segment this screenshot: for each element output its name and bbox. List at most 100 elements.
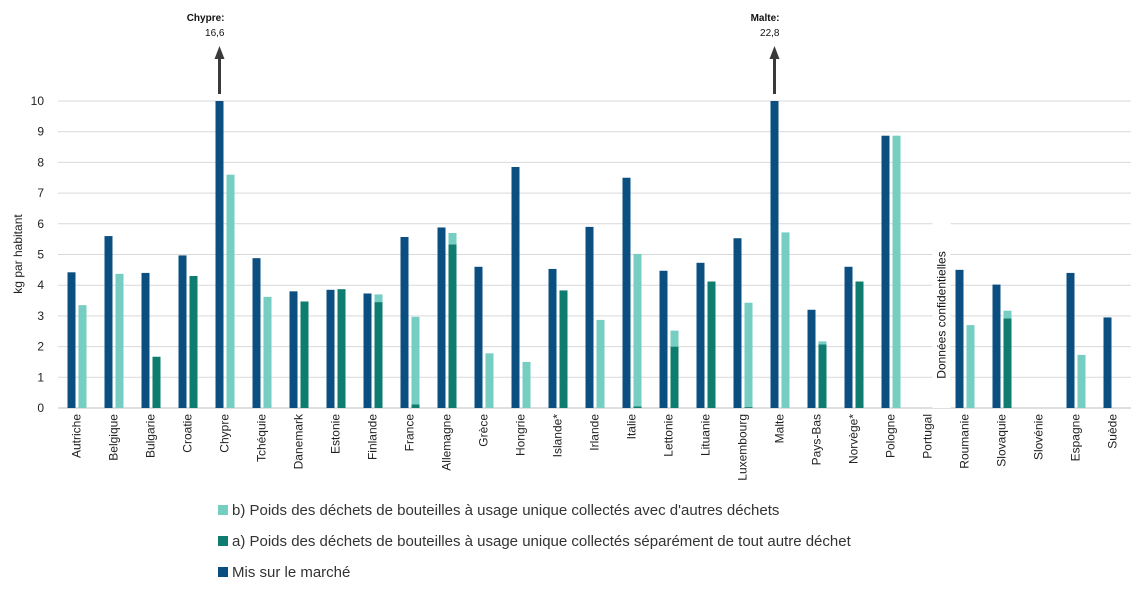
x-tick-label: Allemagne <box>440 414 454 471</box>
x-tick-label: Chypre <box>218 414 232 453</box>
bar-collecte-separement <box>633 406 642 408</box>
arrow-head <box>769 46 780 59</box>
bar-collecte-avec-autres <box>1077 354 1086 408</box>
bar-collecte-separement <box>374 302 383 408</box>
x-tick-label: Lituanie <box>699 414 713 456</box>
legend-swatch <box>218 536 228 546</box>
bar-collecte-separement <box>152 356 161 408</box>
bar-collecte-separement <box>855 281 864 408</box>
x-tick-label: Croatie <box>181 414 195 453</box>
bar-mis-sur-le-marche <box>511 167 520 408</box>
x-tick-label: Islande* <box>551 414 565 458</box>
annotation-value: 16,6 <box>205 28 225 39</box>
x-tick-label: Suède <box>1106 414 1120 449</box>
x-tick-label: Slovaquie <box>995 414 1009 467</box>
bar-mis-sur-le-marche <box>141 272 150 408</box>
x-tick-label: Italie <box>625 414 639 440</box>
bar-collecte-separement <box>300 301 309 408</box>
y-tick-label: 2 <box>37 340 44 354</box>
bar-mis-sur-le-marche <box>659 270 668 408</box>
bar-collecte-separement <box>559 290 568 408</box>
legend-swatch <box>218 567 228 577</box>
bar-mis-sur-le-marche <box>400 237 409 408</box>
bar-collecte-separement <box>337 289 346 408</box>
bar-collecte-avec-autres <box>744 302 753 408</box>
bar-collecte-avec-autres <box>966 325 975 408</box>
bar-collecte-separement <box>189 275 198 408</box>
bar-collecte-avec-autres <box>818 341 827 345</box>
x-tick-label: Slovénie <box>1032 414 1046 460</box>
y-tick-label: 5 <box>37 248 44 262</box>
x-tick-label: Malte <box>773 414 787 444</box>
bar-collecte-avec-autres <box>892 135 901 409</box>
x-tick-label: Grèce <box>477 414 491 447</box>
bar-collecte-avec-autres <box>263 296 272 408</box>
bar-mis-sur-le-marche <box>215 101 224 408</box>
annotation-value: 22,8 <box>760 28 780 39</box>
legend-label: Mis sur le marché <box>232 563 351 581</box>
y-axis-label: kg par habitant <box>11 214 25 294</box>
bar-collecte-avec-autres <box>485 353 494 408</box>
bar-collecte-avec-autres <box>115 273 124 408</box>
bar-collecte-separement <box>1003 318 1012 408</box>
confidential-note: Données confidentielles <box>935 251 949 378</box>
bar-mis-sur-le-marche <box>67 272 76 408</box>
bar-collecte-avec-autres <box>78 305 87 408</box>
bar-mis-sur-le-marche <box>622 177 631 408</box>
x-tick-label: Autriche <box>70 414 84 458</box>
bar-collecte-separement <box>818 344 827 408</box>
legend-label: b) Poids des déchets de bouteilles à usa… <box>232 501 780 519</box>
legend-item: b) Poids des déchets de bouteilles à usa… <box>218 498 851 522</box>
bar-collecte-avec-autres <box>522 361 531 408</box>
bar-mis-sur-le-marche <box>474 266 483 408</box>
bar-mis-sur-le-marche <box>178 255 187 408</box>
bar-collecte-avec-autres <box>411 316 420 405</box>
bar-chart: 0 1 2 3 4 5 6 7 8 9 10 Autriche Belgique Bulgarie Cro… <box>11 13 1131 481</box>
legend-swatch <box>218 505 228 515</box>
bar-collecte-avec-autres <box>781 232 790 408</box>
x-tick-label: Danemark <box>292 413 306 469</box>
bar-collecte-avec-autres <box>633 253 642 407</box>
bar-collecte-separement <box>744 407 753 408</box>
bar-collecte-avec-autres <box>1003 310 1012 319</box>
x-axis-ticks: Autriche Belgique Bulgarie Croatie Chypre Tch… <box>70 413 1120 481</box>
bar-mis-sur-le-marche <box>733 238 742 408</box>
bar-mis-sur-le-marche <box>696 262 705 408</box>
y-tick-label: 1 <box>37 370 44 384</box>
bar-collecte-avec-autres <box>596 319 605 408</box>
bar-mis-sur-le-marche <box>844 266 853 408</box>
bar-collecte-avec-autres <box>670 330 679 347</box>
bar-mis-sur-le-marche <box>1066 272 1075 408</box>
x-tick-label: Pologne <box>884 414 898 458</box>
bar-collecte-separement <box>670 346 679 408</box>
x-tick-label: Portugal <box>921 414 935 459</box>
bar-mis-sur-le-marche <box>252 258 261 408</box>
bar-marks <box>67 101 1112 409</box>
bar-mis-sur-le-marche <box>770 101 779 408</box>
confidential-band <box>932 222 951 408</box>
bar-mis-sur-le-marche <box>807 309 816 408</box>
y-axis-ticks: 0 1 2 3 4 5 6 7 8 9 10 <box>31 94 45 415</box>
bar-mis-sur-le-marche <box>548 268 557 408</box>
legend-item: Mis sur le marché <box>218 560 851 584</box>
y-tick-label: 9 <box>37 125 44 139</box>
bar-collecte-avec-autres <box>226 174 235 408</box>
y-tick-label: 6 <box>37 217 44 231</box>
legend-item: a) Poids des déchets de bouteilles à usa… <box>218 529 851 553</box>
x-tick-label: Hongrie <box>514 414 528 456</box>
y-tick-label: 7 <box>37 186 44 200</box>
y-tick-label: 4 <box>37 278 44 292</box>
x-tick-label: Finlande <box>366 414 380 460</box>
bar-mis-sur-le-marche <box>289 291 298 408</box>
bar-mis-sur-le-marche <box>104 236 113 408</box>
bar-mis-sur-le-marche <box>363 293 372 408</box>
bar-mis-sur-le-marche <box>585 226 594 408</box>
annotations: Chypre: 16,6 Malte: 22,8 Données confidentie… <box>187 13 951 408</box>
x-tick-label: Tchéquie <box>255 414 269 462</box>
legend-label: a) Poids des déchets de bouteilles à usa… <box>232 532 851 550</box>
bar-mis-sur-le-marche <box>881 135 890 409</box>
y-tick-label: 8 <box>37 155 44 169</box>
bar-mis-sur-le-marche <box>1103 317 1112 408</box>
bar-collecte-avec-autres <box>448 233 457 245</box>
bar-mis-sur-le-marche <box>326 289 335 408</box>
